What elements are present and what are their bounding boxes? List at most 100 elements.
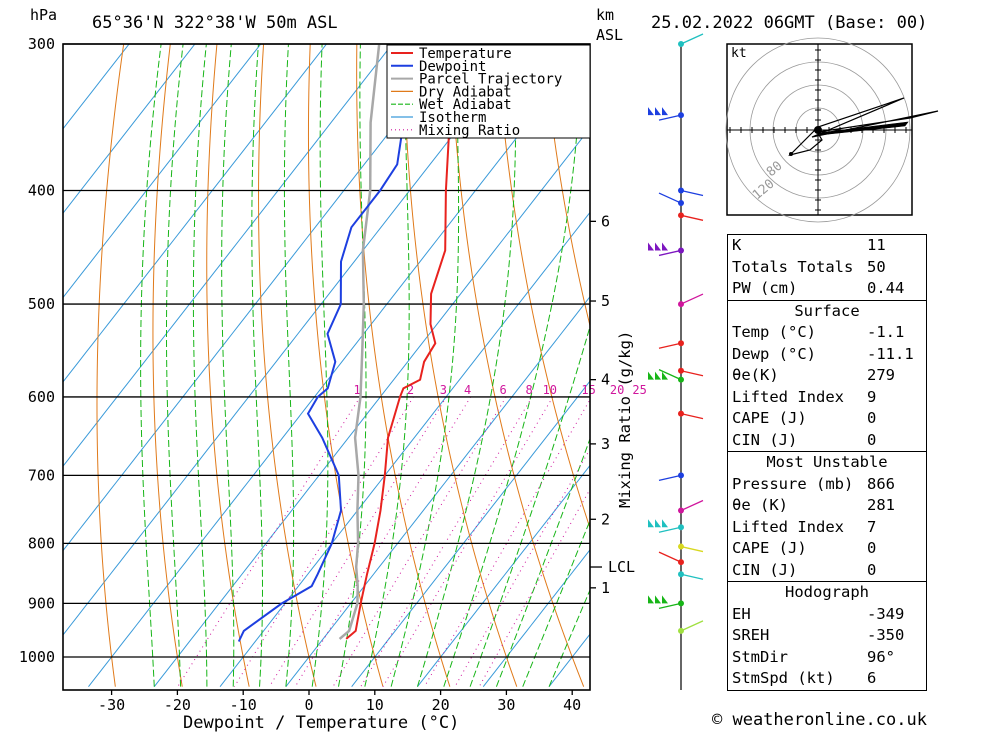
index-value: 6 (867, 669, 877, 687)
wind-barb (658, 602, 682, 609)
hodograph-trace (788, 97, 939, 157)
isotherm-line (63, 44, 130, 130)
mixing-ratio-label: 3 (440, 383, 447, 397)
dry-adiabat-line (152, 44, 183, 687)
index-value: 0 (867, 539, 877, 557)
mixing-ratio-label: 8 (525, 383, 532, 397)
isotherm-line (88, 44, 590, 687)
wet-adiabat-line (283, 44, 295, 687)
section-title: Surface (794, 301, 860, 320)
index-row: Dewp (°C) -11.1 (728, 344, 926, 366)
mixing-ratio-label: 6 (499, 383, 506, 397)
index-label: θe (K) (732, 496, 788, 514)
index-label: Lifted Index (732, 387, 844, 406)
wind-barb (658, 192, 682, 204)
wind-pennant (648, 519, 654, 528)
wind-pennant (662, 519, 668, 528)
index-value: -350 (867, 626, 905, 644)
section-title: Most Unstable (766, 453, 888, 471)
mixing-ratio-label: 4 (464, 383, 471, 397)
wind-barb (680, 33, 704, 45)
wet-adiabat-line (311, 44, 329, 687)
index-label: Dewp (°C) (732, 344, 816, 363)
legend-label: Temperature (419, 46, 512, 62)
mixing-ratio-labels: 1 2 3 4 6 8 10 15 20 25 (354, 383, 647, 397)
wet-adiabat-line (469, 324, 590, 687)
index-label: StmSpd (kt) (732, 669, 835, 687)
temp-tick-label: -10 (230, 696, 257, 714)
wind-barb (680, 620, 704, 632)
isotherm-line (0, 0, 70, 687)
index-label: CIN (J) (732, 560, 798, 579)
isotherm-line (63, 44, 393, 468)
hodograph-storm-dot (789, 152, 793, 156)
dry-adiabat-line (979, 0, 1000, 687)
mixing-ratio-line (294, 396, 472, 687)
km-tick-label: 4 (601, 371, 610, 389)
wet-adiabat-line (192, 44, 208, 687)
mixing-ratio-line (382, 396, 554, 687)
lcl-label: LCL (608, 558, 635, 576)
index-label: PW (cm) (732, 279, 798, 297)
index-value: -349 (867, 604, 905, 623)
wet-adiabat-line (522, 519, 590, 687)
temp-tick-label: 20 (432, 696, 450, 714)
wind-barb (658, 551, 682, 563)
km-unit-label: km (596, 6, 614, 24)
mixing-ratio-line (233, 396, 414, 687)
index-label: Lifted Index (732, 517, 844, 536)
index-label: SREH (732, 626, 770, 644)
wind-pennant (655, 595, 661, 604)
wind-pennant (648, 242, 654, 251)
index-label: CAPE (J) (732, 409, 807, 427)
index-value: 866 (867, 474, 895, 493)
wet-adiabat-line (338, 44, 367, 687)
wet-adiabat-line (364, 44, 410, 687)
x-axis-title: Dewpoint / Temperature (°C) (183, 713, 459, 733)
index-row: K 11 (728, 235, 926, 257)
temp-tick-label: 30 (497, 696, 515, 714)
wind-barb (680, 370, 704, 377)
wet-adiabat-line (416, 44, 517, 687)
index-row: EH -349 (728, 604, 926, 626)
wet-adiabat-line (548, 588, 590, 687)
index-value: 9 (867, 387, 877, 406)
km-tick-label: 6 (601, 212, 610, 230)
wind-pennant (655, 242, 661, 251)
mixing-ratio-label: 1 (354, 383, 361, 397)
mixing-ratio-axis-title: Mixing Ratio (g/kg) (616, 331, 634, 508)
hodograph-trace-fill (817, 121, 909, 136)
wind-barb (658, 526, 682, 533)
mixing-ratio-line (424, 398, 590, 687)
pressure-tick-label: 500 (28, 295, 55, 313)
index-value: 0 (867, 560, 877, 579)
dry-adiabat-line (542, 44, 590, 328)
temp-tick-label: -20 (164, 696, 191, 714)
location-title: 65°36'N 322°38'W 50m ASL (92, 13, 338, 33)
hodograph-unit-label: kt (731, 46, 747, 61)
index-label: K (732, 236, 742, 254)
legend-label: Dewpoint (419, 59, 486, 75)
wet-adiabat-line (390, 44, 460, 687)
isotherm-line (219, 211, 590, 687)
pressure-tick-label: 600 (28, 388, 55, 406)
wet-adiabat-line (251, 44, 263, 687)
isotherm-line (417, 464, 590, 687)
index-row: Temp (°C) -1.1 (728, 322, 926, 344)
wind-barb (680, 412, 704, 420)
index-row: PW (cm) 0.44 (728, 278, 926, 300)
mixing-ratio-line (454, 448, 590, 687)
copyright-text: © weatheronline.co.uk (712, 710, 927, 730)
hodograph-origin-dot (814, 126, 822, 134)
dewpoint-line (237, 44, 427, 642)
index-value: 281 (867, 496, 895, 514)
index-value: -11.1 (867, 344, 914, 363)
wind-pennant (648, 595, 654, 604)
section-title: Hodograph (785, 583, 869, 601)
index-row: Pressure (mb) 866 (728, 474, 926, 496)
km-tick-label: 5 (601, 292, 610, 310)
legend-label: Dry Adiabat (419, 84, 512, 100)
temperature-line (345, 44, 466, 640)
dry-adiabat-line (356, 44, 451, 687)
